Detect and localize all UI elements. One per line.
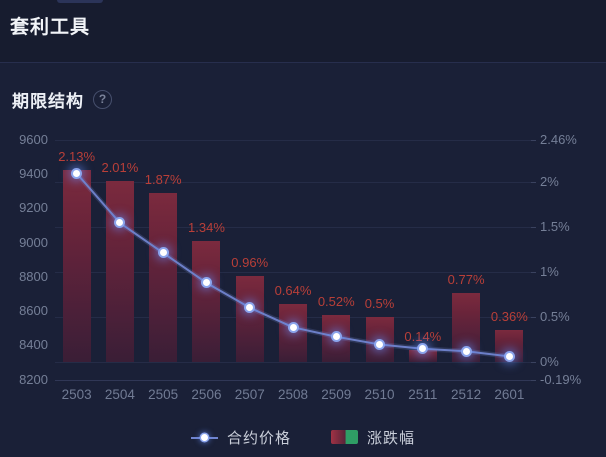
left-axis-label: 8800: [19, 268, 48, 284]
line-point-2509[interactable]: [332, 333, 340, 341]
x-axis-label: 2511: [408, 387, 438, 402]
right-axis-tick: [531, 362, 536, 364]
app-header: 套利工具: [0, 0, 606, 63]
line-point-2601[interactable]: [505, 352, 513, 360]
chart-legend: 合约价格 涨跌幅: [0, 424, 606, 450]
grid-line: [55, 362, 531, 364]
bar-2506[interactable]: [192, 241, 221, 363]
x-axis-label: 2510: [364, 387, 395, 402]
bar-value-label: 1.87%: [144, 172, 182, 188]
right-axis-tick: [531, 379, 536, 381]
line-point-2506[interactable]: [202, 279, 210, 287]
x-axis-label: 2506: [191, 387, 222, 402]
right-axis-label: 2%: [540, 173, 559, 189]
line-point-2505[interactable]: [159, 249, 167, 257]
line-series-icon: [190, 433, 218, 442]
left-axis-label: 9600: [19, 132, 48, 147]
left-axis-label: 8600: [19, 303, 48, 319]
left-axis-label: 8400: [19, 337, 48, 353]
right-axis-label: 1.5%: [540, 218, 570, 234]
x-axis-label: 2601: [494, 387, 525, 402]
legend-item-change-percent[interactable]: 涨跌幅: [331, 427, 415, 448]
bar-value-label: 0.77%: [447, 271, 485, 287]
right-axis-tick: [531, 317, 536, 319]
bar-value-label: 2.01%: [101, 159, 139, 175]
line-point-2511[interactable]: [419, 345, 427, 353]
right-axis-label: 1%: [540, 263, 559, 279]
bar-2505[interactable]: [149, 193, 178, 363]
line-point-2508[interactable]: [289, 323, 297, 331]
page-title: 套利工具: [10, 17, 91, 38]
legend-label: 涨跌幅: [367, 429, 416, 447]
legend-label: 合约价格: [226, 429, 291, 447]
bar-value-label: 0.5%: [364, 296, 395, 312]
line-point-2507[interactable]: [246, 304, 254, 312]
bar-series-icon: [331, 430, 358, 444]
right-axis-tick: [531, 140, 536, 141]
bar-value-label: 2.13%: [58, 148, 96, 164]
bar-2508[interactable]: [279, 304, 307, 363]
bar-value-label: 0.14%: [404, 328, 442, 344]
top-tab-remnant: [57, 0, 103, 3]
bar-2507[interactable]: [235, 275, 264, 363]
left-axis-label: 9000: [19, 234, 48, 250]
x-axis-label: 2508: [277, 387, 309, 402]
left-axis-label: 8200: [19, 371, 48, 387]
x-axis-label: 2512: [451, 387, 482, 402]
right-axis-tick: [531, 271, 536, 273]
bar-2503[interactable]: [62, 169, 91, 363]
legend-item-contract-price[interactable]: 合约价格: [190, 427, 291, 448]
left-axis-label: 9200: [19, 200, 48, 216]
bar-value-label: 1.34%: [188, 220, 225, 236]
bar-value-label: 0.96%: [231, 254, 269, 270]
x-axis-label: 2504: [104, 387, 135, 402]
right-axis-label: 0%: [540, 354, 559, 370]
line-point-2512[interactable]: [462, 347, 470, 355]
bar-2504[interactable]: [105, 180, 134, 363]
grid-line: [55, 140, 531, 141]
right-axis-tick: [531, 226, 536, 228]
right-axis-label: -0.19%: [540, 371, 582, 387]
x-axis-label: 2507: [234, 387, 265, 402]
left-axis-label: 9400: [19, 166, 48, 182]
right-axis-tick: [531, 181, 536, 183]
bar-value-label: 0.36%: [490, 308, 528, 324]
x-axis-label: 2503: [61, 387, 92, 402]
section-title: 期限结构: [12, 91, 84, 111]
line-point-2510[interactable]: [376, 340, 384, 348]
x-axis-label: 2509: [321, 387, 352, 402]
line-point-2504[interactable]: [116, 219, 124, 227]
grid-line: [55, 379, 531, 381]
help-icon[interactable]: ?: [93, 89, 112, 109]
right-axis-label: 2.46%: [540, 132, 577, 147]
x-axis-label: 2505: [148, 387, 179, 402]
bar-2510[interactable]: [365, 317, 394, 363]
section-header: 期限结构 ?: [12, 86, 112, 112]
right-axis-label: 0.5%: [540, 309, 570, 325]
line-point-2503[interactable]: [73, 169, 81, 177]
